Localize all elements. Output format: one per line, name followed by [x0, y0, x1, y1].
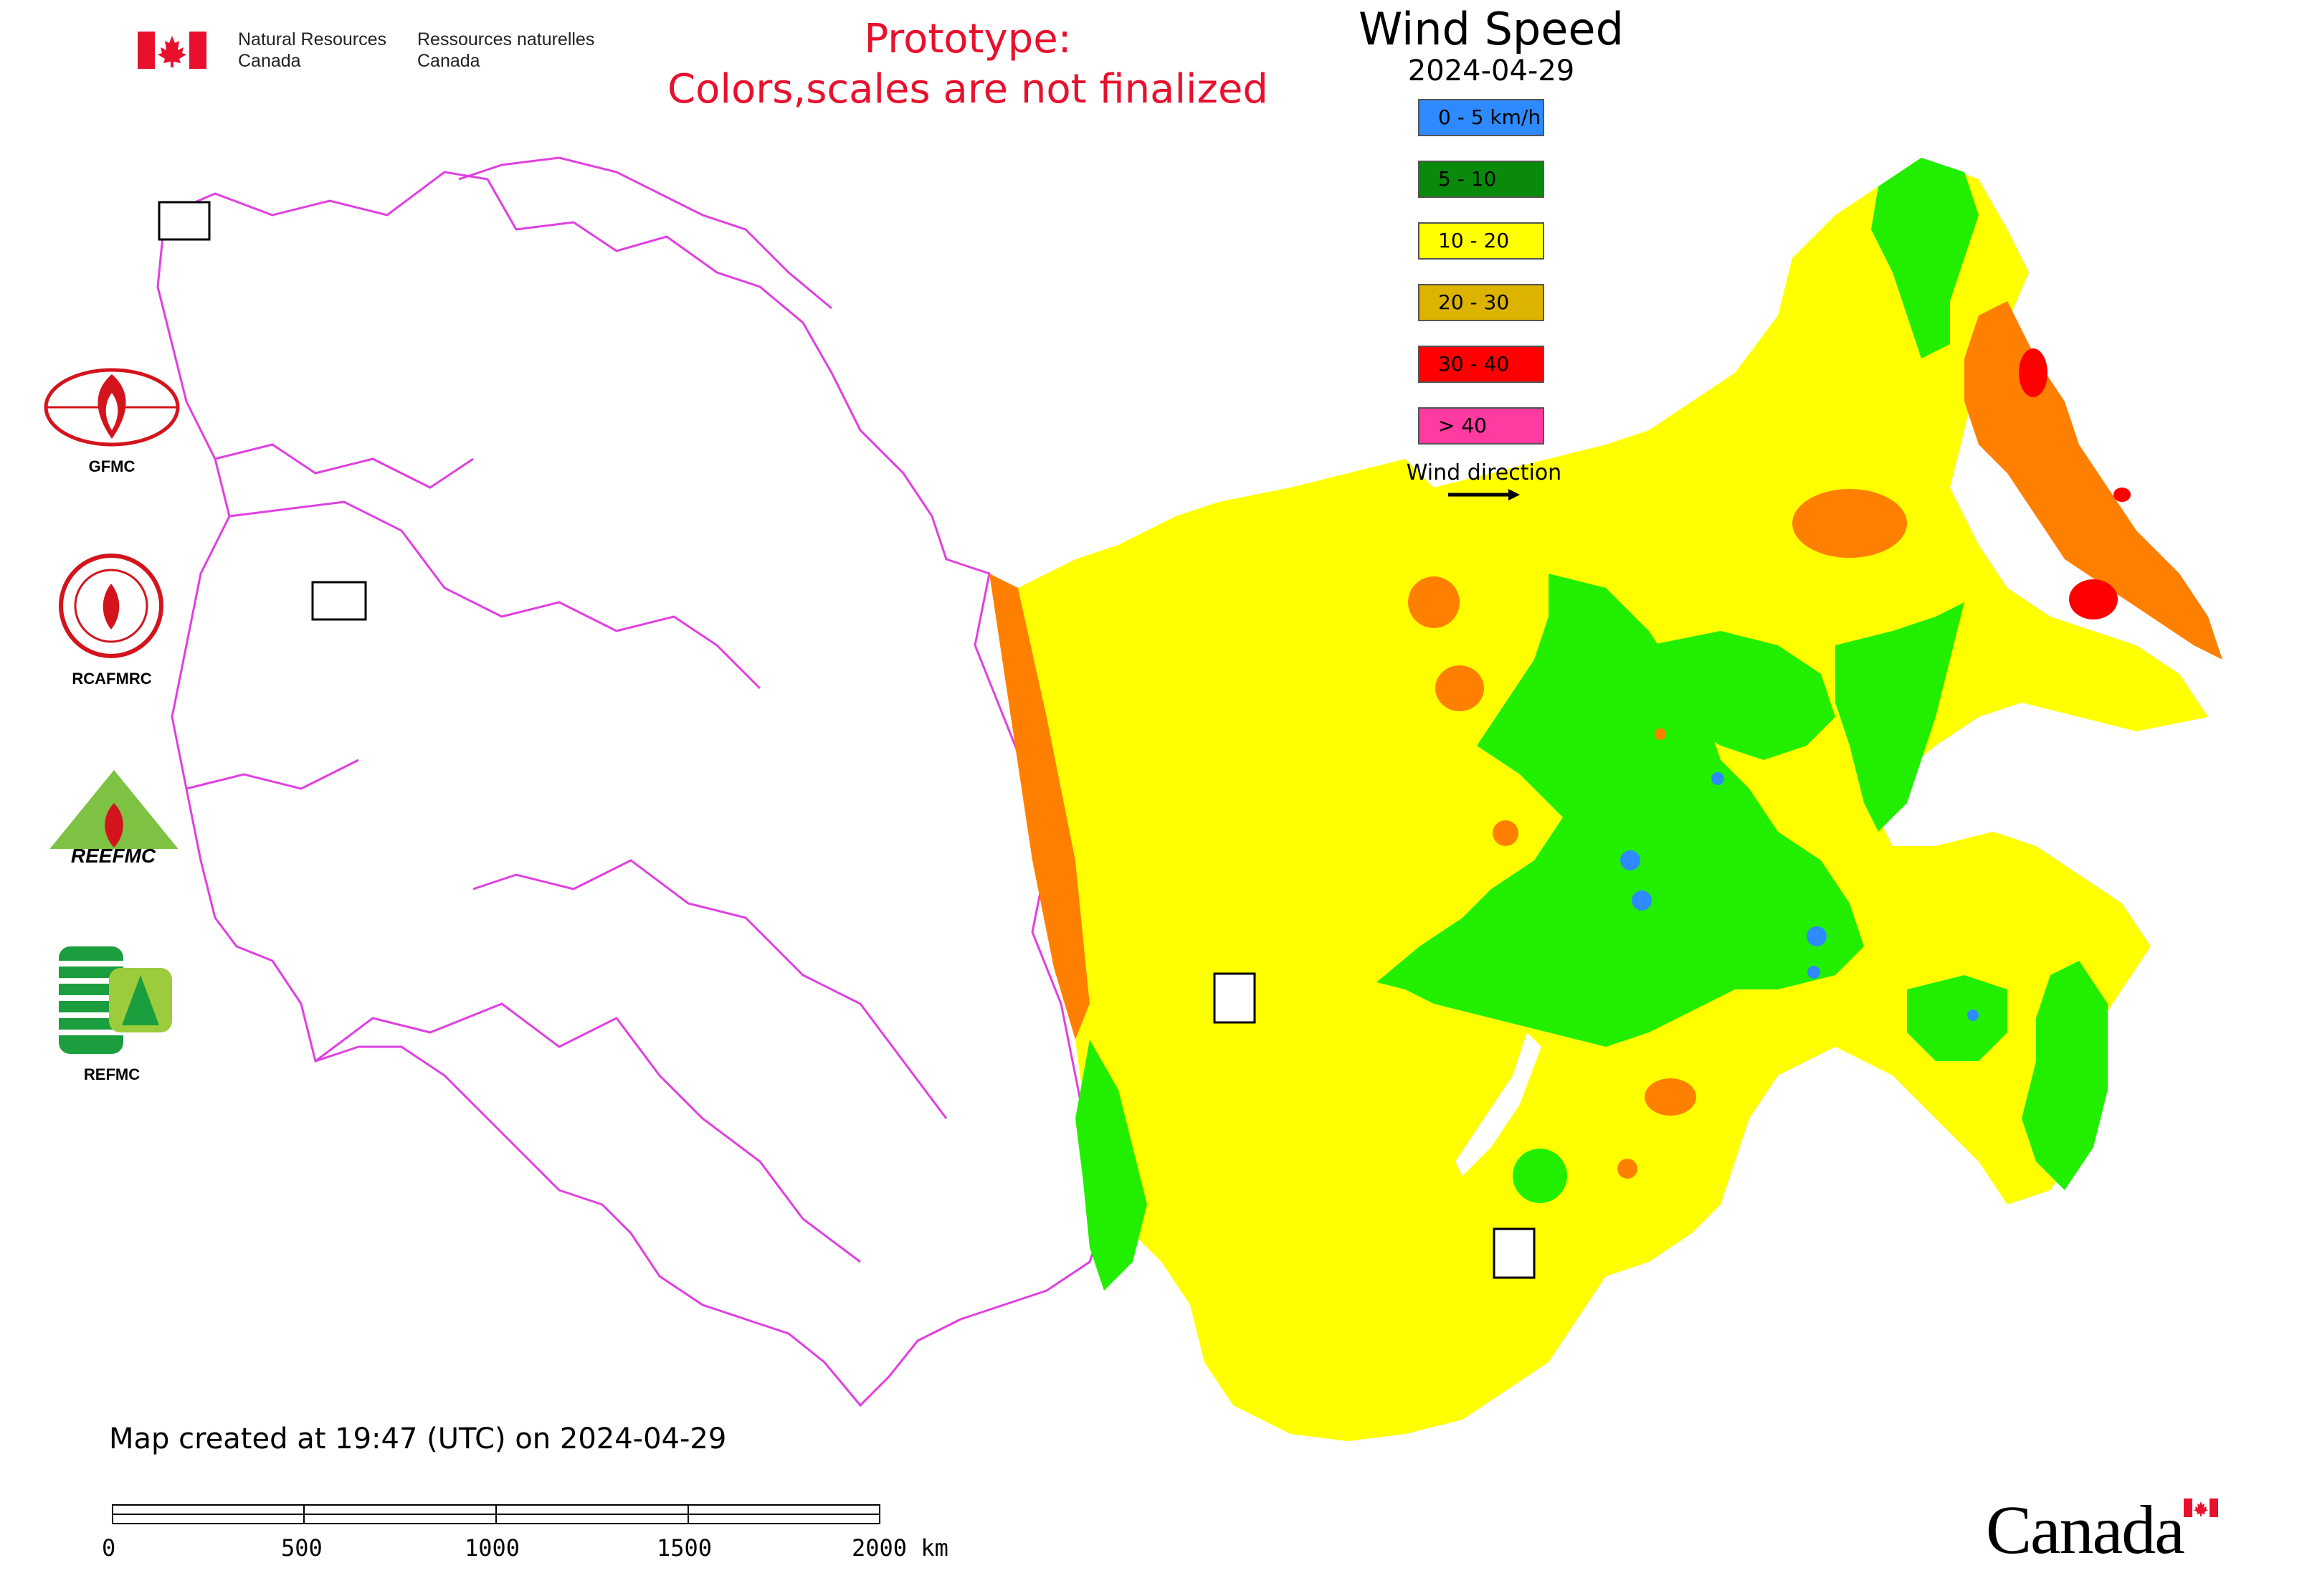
country-borders [156, 156, 1105, 1407]
legend-item-20-30: 20 - 30 [1418, 284, 1544, 321]
org-name-reefmc: REEFMC [70, 845, 156, 867]
canada-wordmark: Canada [1986, 1491, 2185, 1568]
gfmc-logo-icon [44, 368, 180, 447]
legend-item-10-20: 10 - 20 [1418, 222, 1544, 260]
scale-bar [112, 1504, 880, 1524]
wind-direction-label: Wind direction [1406, 460, 1562, 485]
map-logo-markers [158, 201, 1536, 1279]
department-name-en: Natural Resources Canada [238, 29, 387, 71]
reefmc-logo-icon [42, 770, 186, 860]
legend-item-30-40: 30 - 40 [1418, 346, 1544, 383]
canada-wordmark-flag-icon [2184, 1498, 2218, 1517]
map-created-timestamp: Map created at 19:47 (UTC) on 2024-04-29 [109, 1422, 727, 1455]
map-date: 2024-04-29 [1407, 54, 1575, 87]
wind-direction-arrow-icon [1448, 489, 1520, 500]
canada-flag-icon [138, 32, 206, 69]
wind-field [989, 158, 2222, 1441]
org-name-refmc: REFMC [83, 1065, 141, 1083]
scale-tick-label: 500 [281, 1534, 323, 1562]
prototype-notice: Prototype: Colors,scales are not finaliz… [667, 16, 1268, 113]
map-title: Wind Speed [1359, 3, 1624, 55]
scale-tick-label: 2000 km [852, 1534, 948, 1562]
scale-tick-label: 1500 [657, 1534, 713, 1562]
scale-tick-label: 0 [102, 1534, 116, 1562]
department-name-fr: Ressources naturelles Canada [417, 29, 595, 71]
legend-item-5-10: 5 - 10 [1418, 161, 1544, 198]
org-name-rcafmrc: RCAFMRC [72, 670, 152, 688]
legend-item-over-40: > 40 [1418, 407, 1544, 445]
org-name-gfmc: GFMC [88, 457, 135, 475]
rcafmrc-logo-icon [59, 554, 163, 658]
refmc-logo-icon [59, 946, 172, 1054]
scale-tick-label: 1000 [465, 1534, 520, 1562]
legend-item-0-5: 0 - 5 km/h [1418, 99, 1544, 136]
